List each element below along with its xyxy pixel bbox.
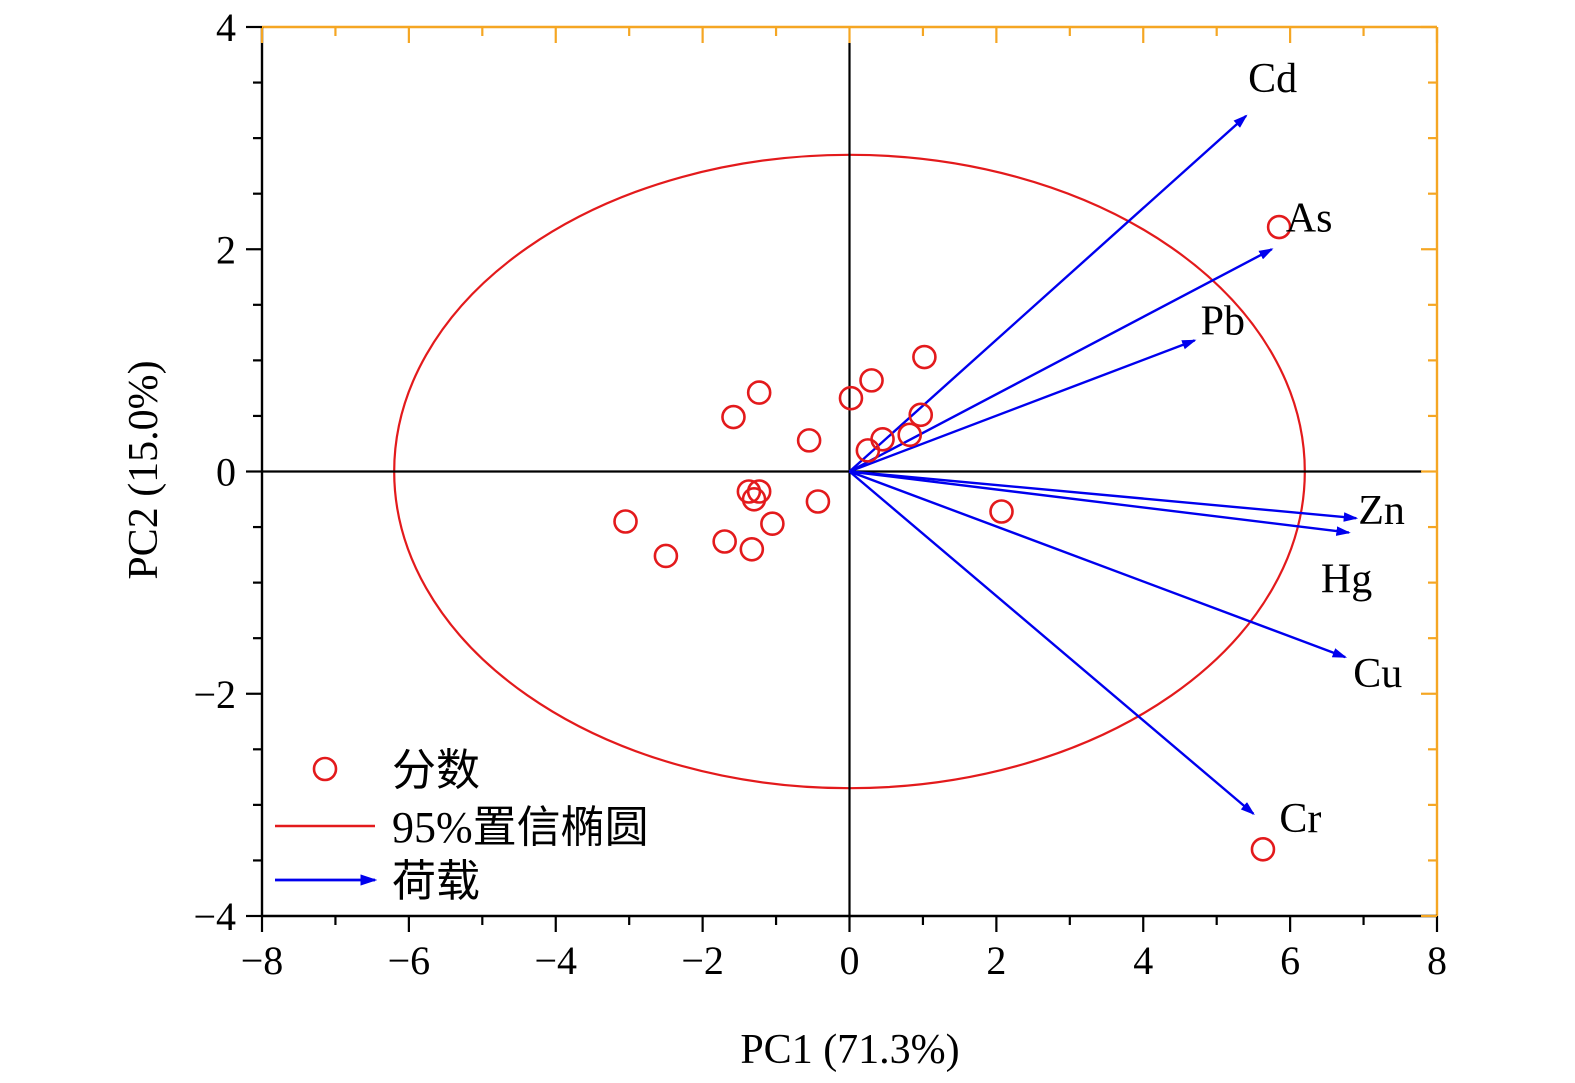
score-point [912, 344, 937, 370]
x-tick-label: 2 [986, 938, 1006, 983]
y-tick-label: −4 [193, 894, 236, 939]
loading-arrow [849, 470, 1348, 659]
x-tick-label: −6 [388, 938, 431, 983]
score-point [1250, 837, 1276, 862]
x-tick-label: 6 [1280, 938, 1300, 983]
x-tick-label: −8 [241, 938, 284, 983]
score-points [613, 214, 1292, 862]
score-point [805, 489, 831, 514]
x-tick-label: 8 [1427, 938, 1447, 983]
x-tick-label: −2 [681, 938, 724, 983]
score-point [721, 404, 746, 430]
score-point [760, 511, 785, 537]
score-point [712, 529, 737, 554]
score-point [613, 509, 638, 534]
axis-ticks: −8 −6 −4 −2 0 2 4 6 8 −4 −2 0 2 4 [193, 5, 1447, 983]
y-tick-label: 0 [216, 450, 236, 495]
loading-vectors [848, 114, 1359, 816]
score-point [796, 428, 822, 453]
loading-label: Pb [1201, 298, 1245, 344]
x-tick-label: 0 [840, 938, 860, 983]
score-point [870, 426, 895, 452]
y-tick-label: −2 [193, 672, 236, 717]
legend: 分数 95%置信椭圆 荷载 [275, 746, 649, 906]
score-point [897, 422, 923, 448]
legend-score-marker [312, 756, 338, 782]
score-point [989, 499, 1014, 524]
loading-label: Cd [1248, 56, 1297, 102]
loading-label: Zn [1358, 488, 1405, 534]
y-axis-title: PC2 (15.0%) [121, 360, 167, 579]
loading-arrow [849, 470, 1351, 536]
legend-loading-label: 荷载 [392, 857, 480, 906]
legend-score-label: 分数 [392, 746, 480, 795]
score-point [739, 536, 765, 562]
y-tick-label: 2 [216, 227, 236, 272]
loading-arrow [848, 114, 1248, 473]
legend-ellipse-label: 95%置信椭圆 [392, 803, 649, 852]
score-point [855, 438, 881, 463]
y-tick-label: 4 [216, 5, 236, 50]
zero-lines [262, 43, 1422, 916]
x-tick-label: −4 [534, 938, 577, 983]
x-axis-title: PC1 (71.3%) [740, 1027, 959, 1073]
score-point [908, 402, 934, 428]
loading-arrow [848, 470, 1255, 816]
x-tick-label: 4 [1133, 938, 1153, 983]
score-point [1266, 214, 1292, 240]
score-point [653, 543, 679, 569]
score-point [746, 380, 772, 405]
loading-label: As [1286, 195, 1333, 241]
score-point [838, 385, 864, 411]
loading-arrow [849, 339, 1197, 473]
loading-label: Cu [1353, 651, 1402, 697]
loading-labels: Cd As Pb Zn Hg Cu Cr [1201, 56, 1405, 842]
loading-label: Hg [1321, 557, 1372, 603]
score-point [741, 486, 767, 512]
score-point [859, 368, 884, 393]
loading-label: Cr [1279, 796, 1321, 842]
loading-arrow [849, 470, 1359, 522]
